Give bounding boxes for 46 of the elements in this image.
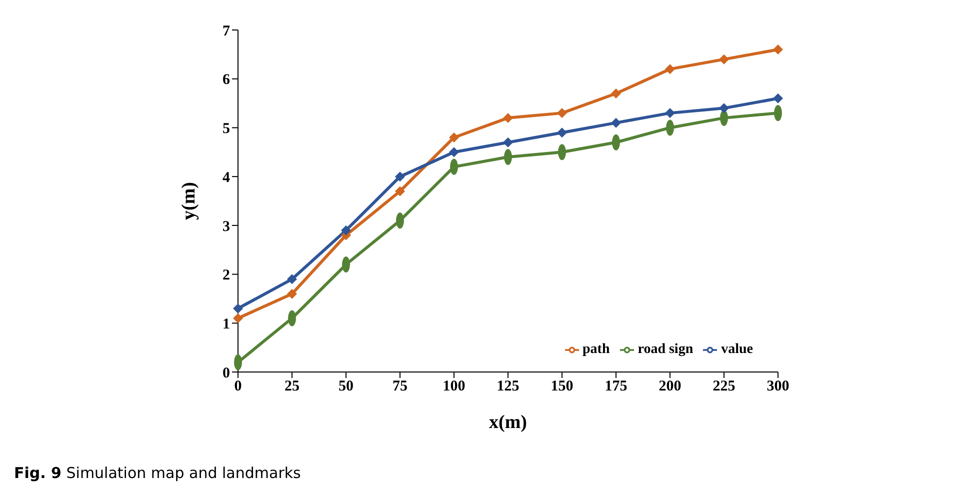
x-tick-label: 75 [392,378,408,395]
x-tick-label: 175 [604,378,628,395]
y-tick-label: 6 [222,72,230,88]
point [503,112,513,123]
x-tick-label: 0 [234,378,242,395]
y-tick-label: 7 [222,23,230,40]
point [557,128,567,138]
y-tick-label: 3 [222,218,230,235]
point [341,225,351,236]
x-tick-label: 125 [496,378,520,395]
point [395,172,405,182]
point [449,147,459,158]
y-axis-title: y(m) [178,182,200,220]
x-tick-label: 150 [550,378,574,395]
point [773,93,783,104]
point [449,132,459,142]
x-tick-label: 200 [658,378,682,395]
point [611,118,621,128]
legend-label: road sign [638,342,694,357]
point [719,54,729,64]
point [719,103,729,114]
point [233,303,243,314]
point [557,108,567,118]
x-axis-title: x(m) [489,412,527,433]
legend-label: value [721,342,753,357]
y-tick-label: 0 [222,365,230,382]
point [287,274,297,284]
y-tick-label: 4 [222,170,230,186]
point [287,288,297,299]
point [233,313,243,324]
x-tick-label: 225 [712,378,736,395]
y-tick-label: 2 [222,268,230,284]
x-tick-label: 25 [284,378,300,395]
point [503,137,513,148]
x-tick-label: 50 [338,378,354,395]
y-tick-label: 1 [222,316,230,332]
point [773,44,783,55]
y-tick-label: 5 [222,121,230,138]
point [665,64,675,74]
x-tick-label: 300 [766,378,790,395]
point [611,88,621,99]
point [395,186,405,196]
caption: Fig. 9 Simulation map and landmarks [14,464,302,482]
x-tick-label: 100 [442,378,466,395]
legend-label: path [582,342,610,357]
point [665,108,675,118]
